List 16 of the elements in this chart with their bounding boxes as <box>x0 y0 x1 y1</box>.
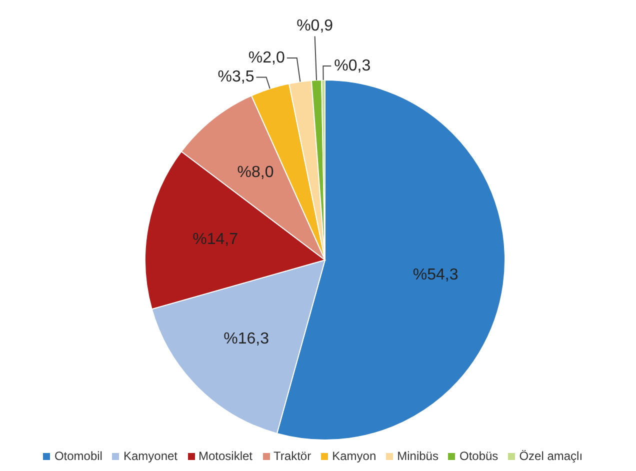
data-label: %8,0 <box>237 164 274 182</box>
data-label: %0,9 <box>296 18 334 35</box>
legend-label: Özel amaçlı <box>519 449 583 463</box>
data-label: %2,0 <box>248 49 285 66</box>
data-label: %3,5 <box>218 68 254 86</box>
data-label: %0,3 <box>334 58 371 75</box>
legend-label: Kamyonet <box>123 449 178 463</box>
legend-label: Minibüs <box>397 449 438 463</box>
legend-label: Otobüs <box>459 449 498 463</box>
data-label: %16,3 <box>224 330 270 348</box>
legend-label: Otomobil <box>54 449 102 463</box>
legend-label: Motosiklet <box>198 449 253 463</box>
legend-label: Traktör <box>274 449 312 463</box>
data-label: %54,3 <box>412 266 458 284</box>
legend-label: Kamyon <box>332 449 376 463</box>
data-label: %14,7 <box>192 230 238 248</box>
